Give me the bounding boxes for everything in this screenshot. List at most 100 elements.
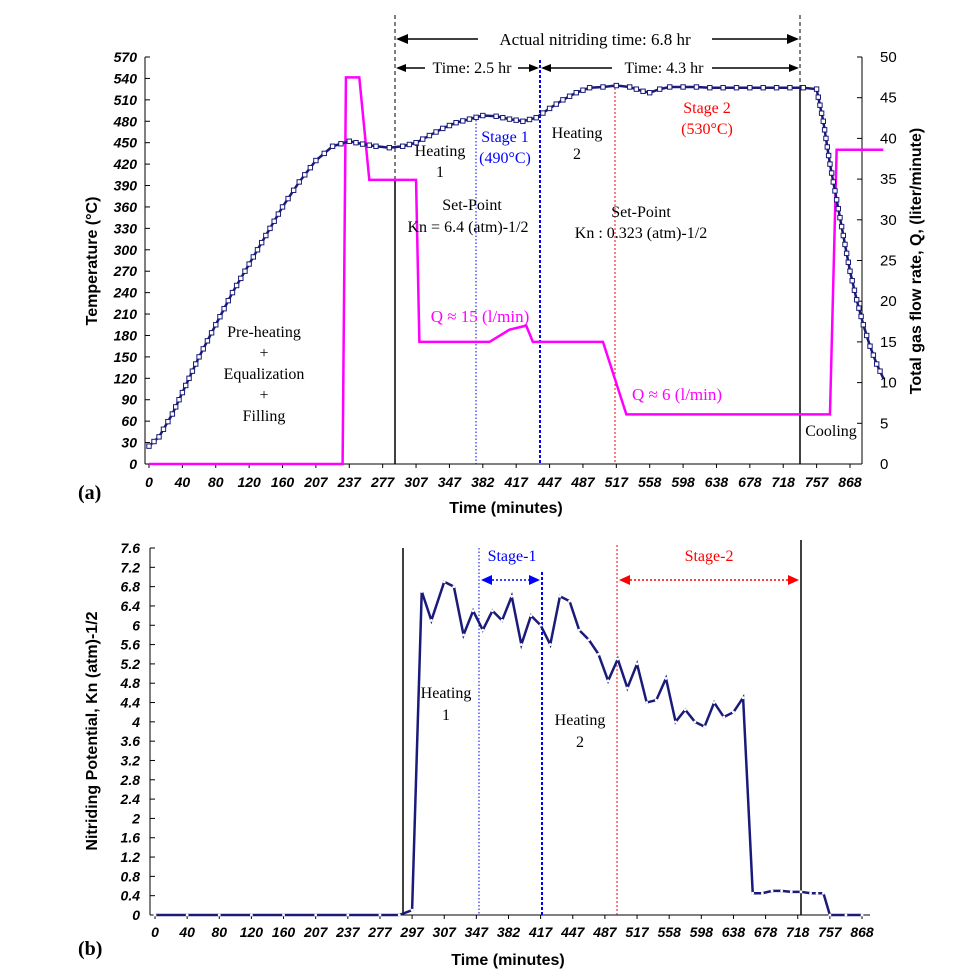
panel-a-plus2: +: [259, 387, 268, 404]
panel-a-y-tick-label: 180: [114, 327, 138, 343]
panel-b-stage2-label: Stage-2: [685, 548, 734, 565]
panel-a-label: (a): [78, 482, 101, 504]
panel-a-temperature-point: [680, 84, 686, 90]
panel-a-temperature-point: [386, 144, 393, 151]
panel-b-kn-point: [860, 913, 864, 917]
panel-b-kn-point: [539, 623, 543, 627]
panel-a-filling-label: Filling: [243, 408, 286, 425]
panel-b-y-tick-label: 2: [131, 810, 140, 826]
panel-a-y-axis-title: Temperature (°C): [84, 197, 101, 326]
panel-a-temperature-point: [626, 84, 633, 90]
panel-a-temperature-point: [863, 332, 870, 339]
panel-b-stage2-arrowhead-left: [619, 575, 630, 585]
panel-a-arrowhead-stage1-right: [529, 64, 539, 72]
panel-a-temperature-point: [183, 382, 189, 389]
panel-b-x-tick-label: 447: [560, 924, 586, 940]
panel-b-x-tick-label: 0: [151, 924, 159, 940]
panel-a-q6-label: Q ≈ 6 (l/min): [632, 385, 722, 404]
panel-a-temperature-point: [275, 211, 282, 217]
panel-a-temperature-point: [856, 305, 862, 311]
panel-a-temperature-point: [820, 118, 826, 124]
panel-a-temperature-point: [858, 313, 864, 320]
panel-b-y-tick-label: 3.2: [121, 752, 141, 768]
panel-b-y-tick-label: 4.4: [120, 695, 141, 711]
panel-a-x-tick-label: 160: [271, 474, 295, 490]
panel-b-x-tick-label: 307: [433, 924, 458, 940]
panel-b-y-tick-label: 2.8: [120, 772, 141, 788]
panel-b-x-tick-label: 417: [528, 924, 554, 940]
panel-a-temperature-point: [867, 343, 873, 349]
panel-a-y2-tick-label: 15: [880, 334, 897, 351]
panel-a-temperature-point: [493, 113, 499, 119]
panel-b-kn-point: [626, 686, 629, 690]
panel-a-temperature-point: [302, 172, 308, 178]
panel-a-y2-tick-label: 25: [880, 253, 897, 270]
panel-a-temperature-point: [849, 278, 855, 284]
panel-b-x-tick-label: 347: [465, 924, 490, 940]
panel-a-x-tick-label: 558: [638, 474, 662, 490]
panel-a-temperature-point: [460, 118, 466, 124]
panel-a-temperature-point: [533, 114, 539, 121]
panel-b-y-tick-label: 6: [132, 617, 140, 633]
panel-a-temperature-point: [233, 282, 240, 289]
panel-b-kn-point: [799, 890, 803, 894]
panel-a-setpoint1-label: Set-Point: [442, 197, 502, 214]
panel-a-heating2-label: Heating: [552, 125, 603, 142]
panel-b-kn-point: [462, 633, 465, 637]
panel-a-temperature-point: [843, 250, 850, 257]
panel-a-temperature-point: [640, 88, 646, 94]
panel-a-arrowhead-stage1-left: [396, 64, 406, 72]
panel-a-temperature-point: [296, 179, 302, 185]
panel-a-temperature-point: [860, 322, 867, 328]
panel-a-temperature-point: [832, 188, 838, 194]
panel-a-temperature-point: [830, 179, 836, 185]
panel-a-temperature-point: [420, 136, 426, 142]
panel-b-stage1-arrowhead-left: [481, 575, 492, 585]
panel-b-y-tick-label: 0: [132, 907, 140, 923]
panel-b-kn-point: [815, 891, 819, 895]
panel-b-kn-point: [587, 638, 591, 642]
panel-a-x-tick-label: 277: [370, 474, 396, 490]
panel-a-temperature-point: [433, 129, 439, 135]
panel-a-temperature-point: [877, 368, 883, 374]
panel-a-y2-axis-title: Total gas flow rate, Q, (liter/minute): [908, 128, 925, 394]
panel-b-x-tick-label: 277: [367, 924, 393, 940]
panel-b-x-tick-label: 40: [178, 924, 195, 940]
panel-b-kn-point: [606, 679, 610, 683]
panel-a-q15-label: Q ≈ 15 (l/min): [431, 307, 530, 326]
panel-a-time-4-3-hr: Time: 4.3 hr: [625, 60, 705, 77]
panel-b-kn-point: [751, 891, 755, 895]
panel-a-temperature-point: [506, 116, 513, 122]
panel-b-kn-point: [654, 698, 658, 702]
panel-a-temperature-point: [263, 232, 269, 239]
panel-b-x-tick-label: 382: [497, 924, 521, 940]
panel-b-kn-point: [481, 628, 485, 632]
panel-a-temperature-point: [146, 443, 152, 449]
panel-a-temperature-point: [838, 223, 845, 230]
panel-a-temperature-point: [453, 119, 459, 126]
panel-b-nitriding-potential-markers: [153, 580, 864, 917]
panel-a-y-tick-label: 450: [113, 135, 138, 151]
panel-a-stage1-temp: (490°C): [479, 150, 531, 167]
panel-a-arrowhead-stage2-right: [789, 64, 799, 72]
panel-a-temperature-point: [733, 85, 740, 91]
panel-a-temperature-markers: [146, 82, 883, 449]
panel-a-temperature-point: [176, 397, 182, 403]
panel-a-setpoint2-label: Set-Point: [611, 204, 671, 221]
panel-a-y-tick-label: 0: [129, 456, 137, 472]
panel-a-temperature-point: [213, 322, 219, 328]
panel-a-temperature-point: [566, 93, 573, 99]
panel-b-kn-point: [429, 619, 433, 622]
panel-b-kn-point: [674, 720, 678, 724]
panel-a-x-tick-label: 0: [145, 474, 153, 490]
panel-b-stage1-label: Stage-1: [488, 548, 537, 565]
panel-a-temperature-point: [827, 161, 833, 167]
panel-b-y-tick-label: 5.6: [121, 637, 141, 653]
panel-a-x-tick-label: 487: [570, 474, 596, 490]
panel-a-y-tick-label: 300: [114, 242, 138, 258]
panel-a-y2-ticks: 0 5 10 15 20 25 30 35 40 45 50: [857, 49, 897, 473]
panel-b-x-ticks: 0 40 80 120 160 207 237 277 297 307 347 382 417 447 48…: [151, 915, 874, 940]
panel-a-temperature-point: [359, 141, 366, 147]
panel-a-temperature-point: [321, 150, 327, 157]
panel-a-y2-tick-label: 5: [880, 415, 888, 432]
